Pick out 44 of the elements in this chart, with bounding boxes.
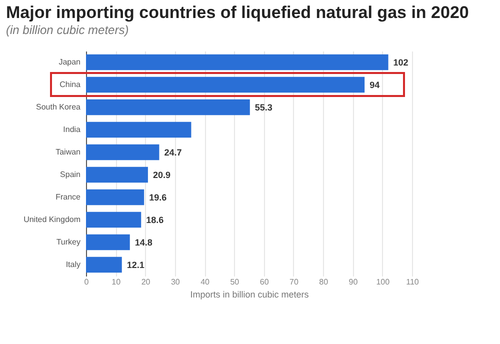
- x-tick-label: 100: [376, 278, 390, 286]
- bar: [86, 54, 388, 70]
- y-tick-label: China: [60, 80, 82, 89]
- y-tick-label: South Korea: [36, 102, 82, 112]
- bar: [86, 166, 148, 183]
- bar: [86, 99, 250, 116]
- data-label: 20.9: [152, 170, 170, 180]
- chart-title: Major importing countries of liquefied natural gas in 2020: [6, 3, 469, 22]
- y-tick-label: United Kingdom: [24, 214, 81, 224]
- y-tick-label: Turkey: [56, 237, 80, 246]
- bar: [86, 256, 122, 273]
- bar: [86, 212, 142, 228]
- x-tick-label: 60: [260, 278, 270, 286]
- data-label: 24.7: [164, 147, 182, 158]
- data-label: 12.1: [126, 260, 144, 270]
- x-tick-label: 40: [200, 278, 210, 286]
- x-tick-label: 20: [141, 278, 151, 286]
- x-axis-title: Imports in billion cubic meters: [190, 290, 310, 300]
- x-tick-label: 90: [348, 278, 358, 286]
- y-tick-label: Taiwan: [56, 147, 80, 156]
- y-tick-label: Italy: [66, 260, 80, 269]
- bar: [86, 234, 130, 250]
- x-tick-label: 30: [170, 278, 180, 286]
- x-tick-label: 110: [406, 278, 420, 286]
- x-tick-label: 0: [84, 278, 90, 286]
- bar: [86, 122, 192, 138]
- data-label: 55.3: [254, 102, 272, 112]
- chart-subtitle: (in billion cubic meters): [6, 23, 129, 37]
- bar: [86, 76, 365, 93]
- data-label: 18.6: [146, 214, 164, 225]
- x-tick-label: 10: [112, 278, 122, 286]
- data-label: 94: [370, 80, 380, 90]
- x-tick-label: 80: [319, 278, 329, 286]
- y-tick-label: Japan: [58, 57, 80, 66]
- y-tick-label: France: [56, 192, 82, 202]
- bar: [86, 144, 160, 160]
- data-label: 19.6: [149, 192, 167, 202]
- y-tick-label: India: [63, 124, 82, 134]
- x-tick-label: 50: [230, 278, 240, 286]
- y-tick-label: Spain: [60, 170, 80, 179]
- bar: [86, 189, 144, 206]
- data-label: 14.8: [134, 237, 152, 248]
- x-tick-label: 70: [290, 278, 299, 286]
- data-label: 102: [393, 57, 408, 68]
